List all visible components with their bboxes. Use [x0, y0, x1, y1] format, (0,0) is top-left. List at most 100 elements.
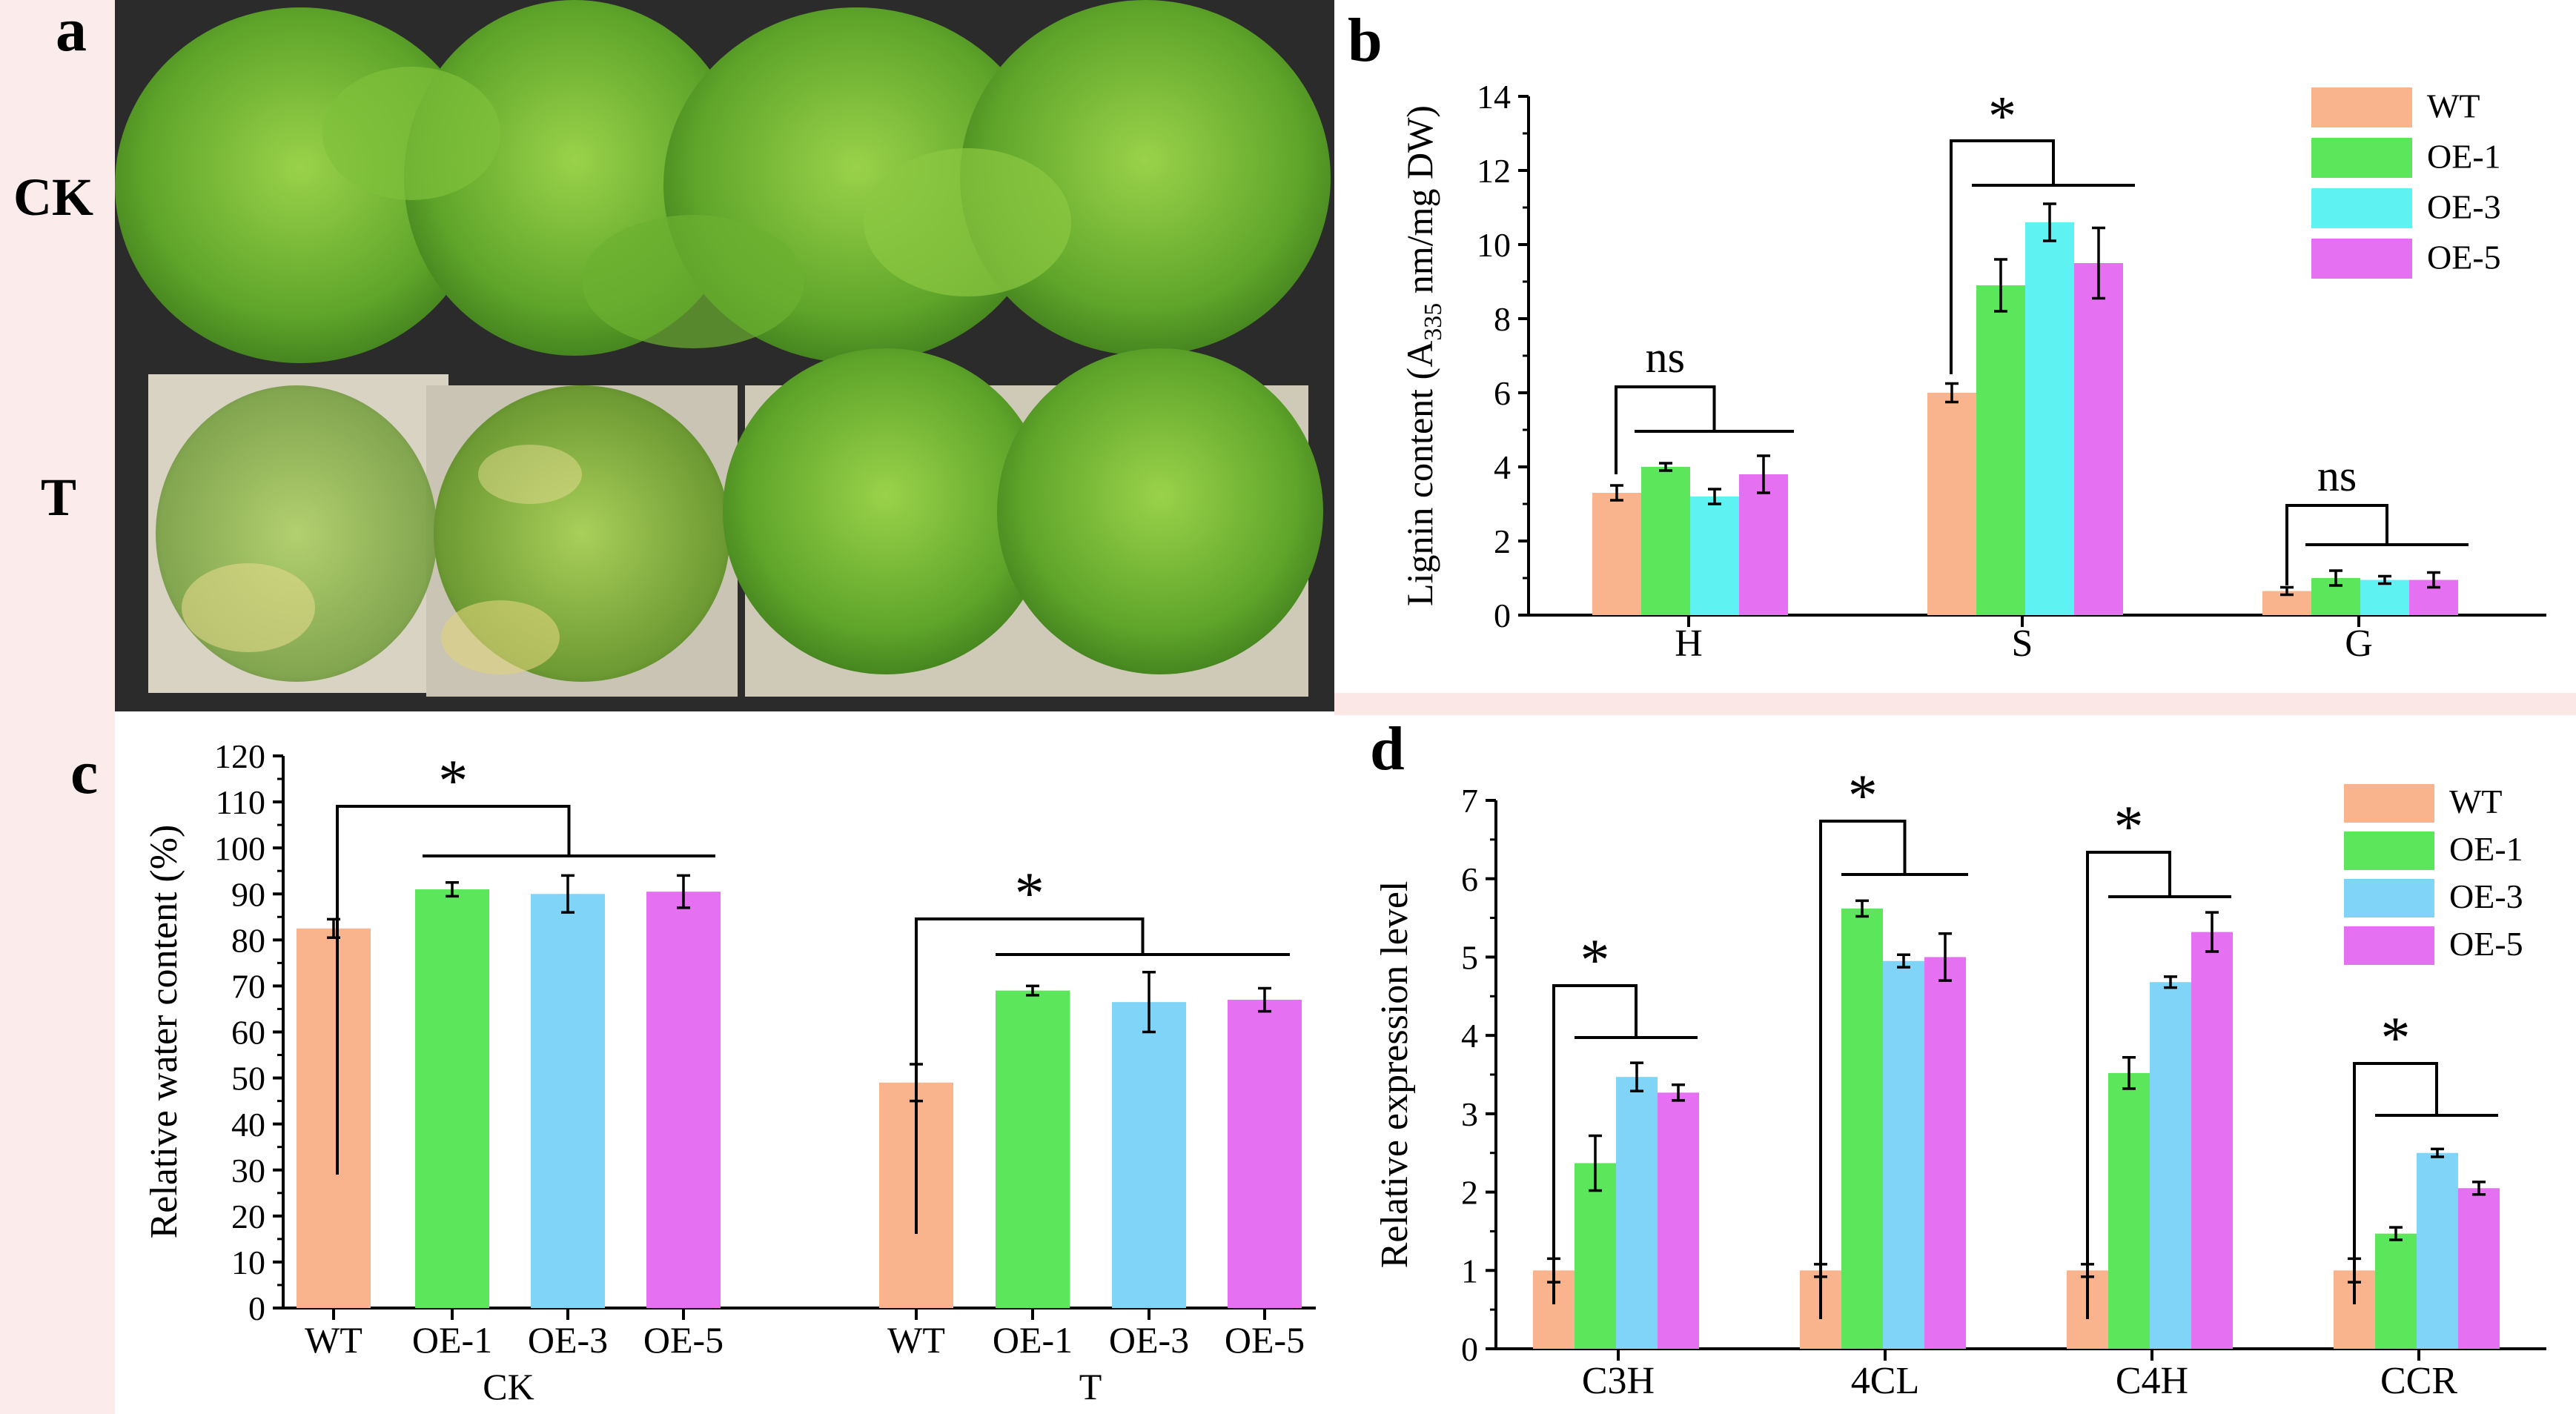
chart-d-legend-label: OE-3 — [2449, 877, 2523, 915]
chart-b-bar — [2360, 580, 2409, 615]
chart-c-ytick-label: 10 — [231, 1244, 265, 1281]
chart-c-ytick-label: 40 — [231, 1106, 265, 1144]
chart-c-ytick-label: 0 — [248, 1289, 265, 1327]
chart-c-ytick-label: 30 — [231, 1152, 265, 1189]
chart-c-bar — [646, 892, 721, 1308]
chart-b-bar — [2025, 222, 2074, 615]
chart-b-ylabel: Lignin content (A335 nm/mg DW) — [1399, 105, 1447, 606]
chart-b-legend-label: OE-1 — [2427, 138, 2501, 176]
chart-c-xtick-label: WT — [305, 1319, 362, 1361]
chart-b-bar — [1641, 467, 1690, 615]
chart-d-bar — [2191, 932, 2233, 1349]
chart-b-significance-label: ns — [2317, 451, 2357, 500]
chart-b-legend-swatch — [2311, 87, 2412, 127]
chart-c-ytick-label: 120 — [214, 737, 265, 775]
row-label-t: T — [41, 468, 77, 527]
chart-c-bar — [996, 990, 1070, 1308]
chart-d-ytick-label: 6 — [1461, 860, 1478, 898]
chart-b-bar — [1739, 474, 1788, 615]
chart-d-significance-label: * — [1848, 763, 1878, 829]
chart-b-ylabel-subscript: 335 — [1420, 303, 1447, 341]
chart-b-ytick-label: 6 — [1494, 374, 1511, 412]
left-margin-band — [0, 0, 115, 1414]
row-label-ck: CK — [13, 167, 93, 227]
chart-d-bar — [1883, 960, 1924, 1349]
chart-d-legend-swatch — [2344, 926, 2434, 965]
chart-c-xtick-label: WT — [887, 1319, 945, 1361]
chart-d-expression: d 0 1 2 3 4 5 6 7 Relative expression level C3H 4CL… — [1370, 714, 2546, 1402]
chart-c-bar — [1112, 1002, 1186, 1308]
chart-b-ytick-label: 8 — [1494, 300, 1511, 338]
chart-b-bar — [1592, 493, 1641, 615]
chart-b-legend-label: OE-3 — [2427, 188, 2501, 226]
chart-d-ytick-label: 1 — [1461, 1252, 1478, 1289]
chart-d-ytick-label: 7 — [1461, 782, 1478, 820]
panel-letter-b: b — [1348, 6, 1383, 75]
chart-b-legend-label: OE-5 — [2427, 239, 2501, 276]
chart-c-significance-label: * — [1015, 861, 1044, 926]
chart-b-bar — [2074, 263, 2123, 615]
chart-c-xtick-label: OE-5 — [643, 1319, 724, 1361]
panel-letter-c: c — [70, 738, 98, 807]
chart-d-legend-swatch — [2344, 879, 2434, 917]
chart-c-xtick-label: OE-1 — [412, 1319, 492, 1361]
chart-d-bar — [1616, 1077, 1658, 1349]
chart-c-xtick-label: OE-3 — [1109, 1319, 1189, 1361]
chart-c-ytick-label: 60 — [231, 1014, 265, 1052]
chart-b-bar — [1976, 285, 2025, 615]
chart-c-xtick-label: OE-5 — [1225, 1319, 1305, 1361]
chart-b-ytick-label: 10 — [1477, 226, 1511, 264]
chart-d-xtick-label: 4CL — [1851, 1360, 1919, 1402]
chart-c-xtick-label: OE-1 — [993, 1319, 1073, 1361]
chart-c-ytick-label: 100 — [214, 829, 265, 867]
chart-b-legend-swatch — [2311, 138, 2412, 178]
chart-c-significance-label: * — [438, 749, 468, 814]
chart-c-bar — [297, 928, 371, 1308]
chart-d-bar — [1841, 908, 1883, 1349]
plant-photo — [115, 0, 1334, 711]
chart-b-bracket — [1615, 385, 1716, 474]
chart-c-bar — [415, 889, 489, 1308]
chart-b-legend-swatch — [2311, 239, 2412, 279]
chart-d-xtick-label: C3H — [1582, 1360, 1655, 1402]
chart-d-bar — [2375, 1233, 2417, 1349]
chart-c-bar — [1228, 1000, 1302, 1308]
chart-b-lignin: b 0 2 4 6 8 10 12 14 Lignin content (A335 nm/mg D… — [1348, 6, 2546, 665]
chart-b-legend-swatch — [2311, 188, 2412, 228]
chart-b-ytick-label: 4 — [1494, 448, 1511, 486]
chart-b-ytick-label: 2 — [1494, 522, 1511, 560]
chart-d-ytick-label: 0 — [1461, 1330, 1478, 1368]
chart-d-ytick-label: 3 — [1461, 1095, 1478, 1133]
chart-b-xtick-label: H — [1675, 623, 1703, 665]
chart-d-legend-swatch — [2344, 832, 2434, 870]
chart-c-ylabel: Relative water content (%) — [143, 825, 185, 1239]
chart-d-bracket — [2086, 851, 2171, 1319]
panel-letter-a: a — [56, 0, 87, 64]
chart-b-xtick-label: S — [2012, 623, 2033, 665]
chart-b-significance-label: ns — [1646, 333, 1685, 382]
chart-d-significance-label: * — [2114, 794, 2144, 860]
chart-d-bar — [2417, 1152, 2458, 1349]
chart-b-ytick-label: 12 — [1477, 152, 1511, 190]
chart-d-bar — [2108, 1072, 2150, 1349]
chart-d-bar — [2150, 982, 2191, 1349]
chart-b-bracket — [1950, 139, 2055, 374]
chart-c-xtick-label: OE-3 — [528, 1319, 608, 1361]
chart-c-water: c 0 10 20 30 40 50 60 70 80 90 100 110 120 Relative wa… — [70, 737, 1316, 1407]
chart-d-ytick-label: 2 — [1461, 1174, 1478, 1212]
chart-c-ytick-label: 70 — [231, 968, 265, 1006]
chart-d-bracket — [1819, 820, 1907, 1319]
chart-c-bracket — [336, 805, 571, 1175]
chart-b-bar — [1927, 393, 1976, 615]
chart-c-bar — [531, 894, 605, 1308]
chart-b-significance-label: * — [1988, 85, 2016, 147]
chart-c-ytick-label: 80 — [231, 921, 265, 959]
chart-d-significance-label: * — [2381, 1006, 2411, 1071]
chart-d-bar — [1924, 957, 1966, 1349]
chart-d-legend-swatch — [2344, 784, 2434, 823]
chart-d-bracket — [1552, 984, 1638, 1304]
chart-d-ylabel: Relative expression level — [1374, 881, 1416, 1269]
chart-d-ytick-label: 4 — [1461, 1017, 1478, 1055]
chart-b-ytick-label: 14 — [1477, 78, 1511, 116]
